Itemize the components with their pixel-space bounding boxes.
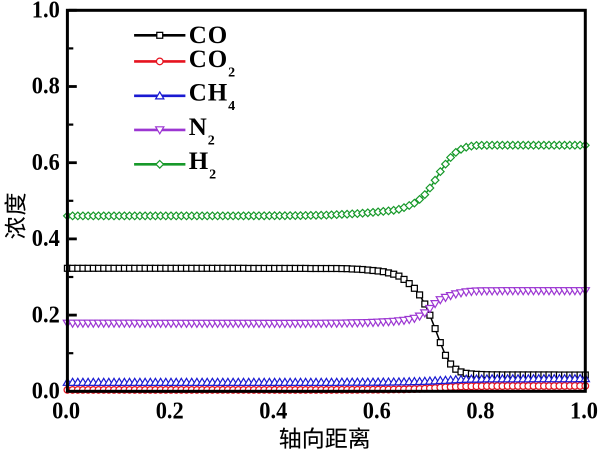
svg-text:0.4: 0.4 [32,225,60,252]
svg-text:1.0: 1.0 [32,0,60,24]
svg-text:0.0: 0.0 [52,397,80,424]
svg-text:0.6: 0.6 [363,397,391,424]
svg-text:0.8: 0.8 [32,73,60,100]
svg-text:0.4: 0.4 [259,397,287,424]
svg-text:0.2: 0.2 [156,397,184,424]
svg-text:0.0: 0.0 [32,378,60,405]
svg-text:0.2: 0.2 [32,301,60,328]
svg-text:0.6: 0.6 [32,149,60,176]
svg-text:0.8: 0.8 [466,397,494,424]
svg-text:CO: CO [189,22,228,49]
svg-text:1.0: 1.0 [570,397,598,424]
